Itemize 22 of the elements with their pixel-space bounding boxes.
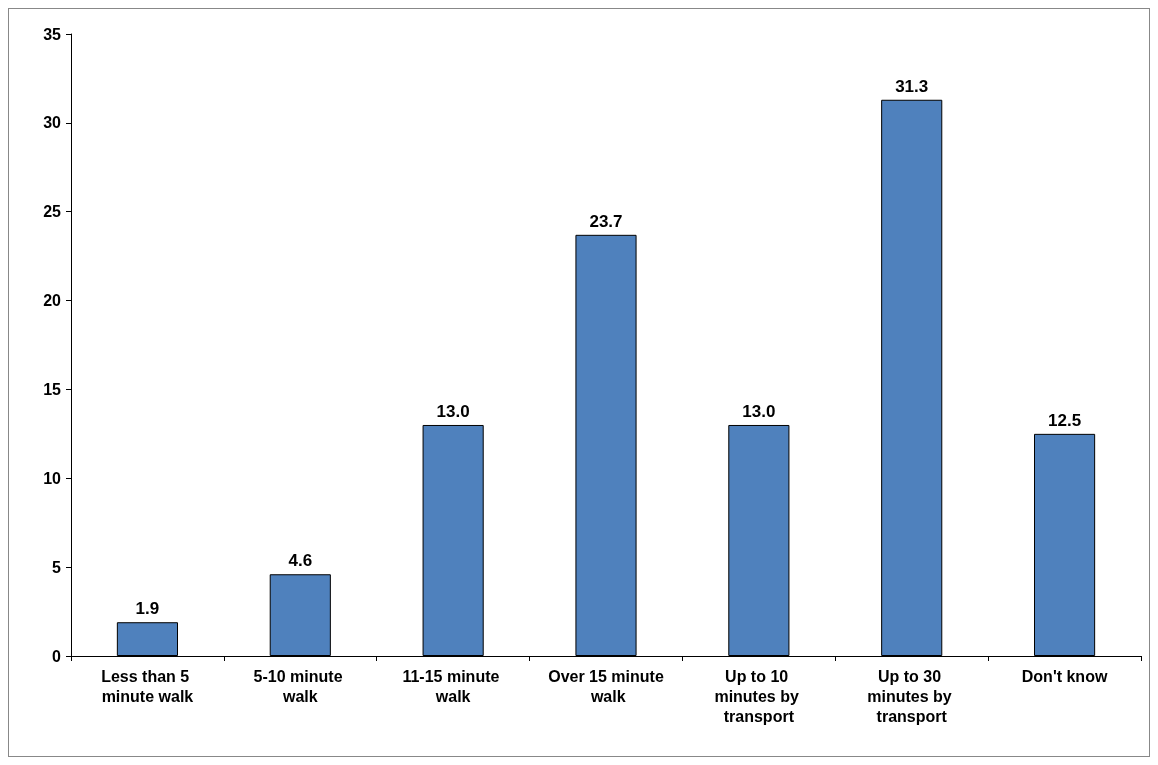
x-tick-label: Up to 10 minutes by transport — [714, 667, 804, 725]
y-tick-label: 30 — [43, 114, 62, 132]
y-tick-label: 35 — [43, 25, 62, 43]
y-tick-label: 5 — [52, 558, 62, 576]
data-label: 4.6 — [288, 551, 313, 571]
x-tick-label: 5-10 minute walk — [253, 667, 347, 705]
y-tick-label: 0 — [52, 647, 62, 665]
data-label: 1.9 — [135, 599, 160, 619]
data-label: 12.5 — [1048, 410, 1082, 430]
x-tick-label: Up to 30 minutes by transport — [867, 667, 957, 725]
x-tick-label: 11-15 minute walk — [402, 667, 504, 705]
y-tick-label: 20 — [43, 292, 62, 310]
y-tick-label: 10 — [43, 469, 62, 487]
x-tick-label: Don't know — [1021, 667, 1108, 685]
x-tick-label: Less than 5 minute walk — [101, 667, 194, 705]
data-label: 23.7 — [589, 211, 623, 231]
y-tick-label: 25 — [43, 203, 62, 221]
data-label: 13.0 — [436, 401, 470, 421]
data-label: 13.0 — [742, 401, 776, 421]
x-tick-label: Over 15 minute walk — [548, 667, 664, 705]
data-label: 31.3 — [895, 76, 929, 96]
y-tick-label: 15 — [43, 380, 62, 398]
